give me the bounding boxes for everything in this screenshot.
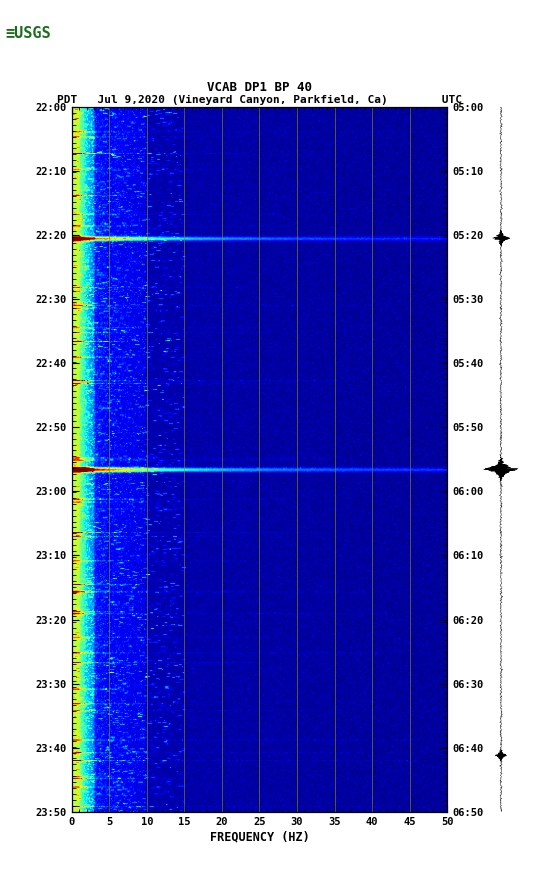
X-axis label: FREQUENCY (HZ): FREQUENCY (HZ) (210, 830, 309, 844)
Text: PDT   Jul 9,2020 (Vineyard Canyon, Parkfield, Ca)        UTC: PDT Jul 9,2020 (Vineyard Canyon, Parkfie… (57, 95, 462, 105)
Text: VCAB DP1 BP 40: VCAB DP1 BP 40 (207, 80, 312, 94)
Text: ≡USGS: ≡USGS (6, 26, 51, 41)
